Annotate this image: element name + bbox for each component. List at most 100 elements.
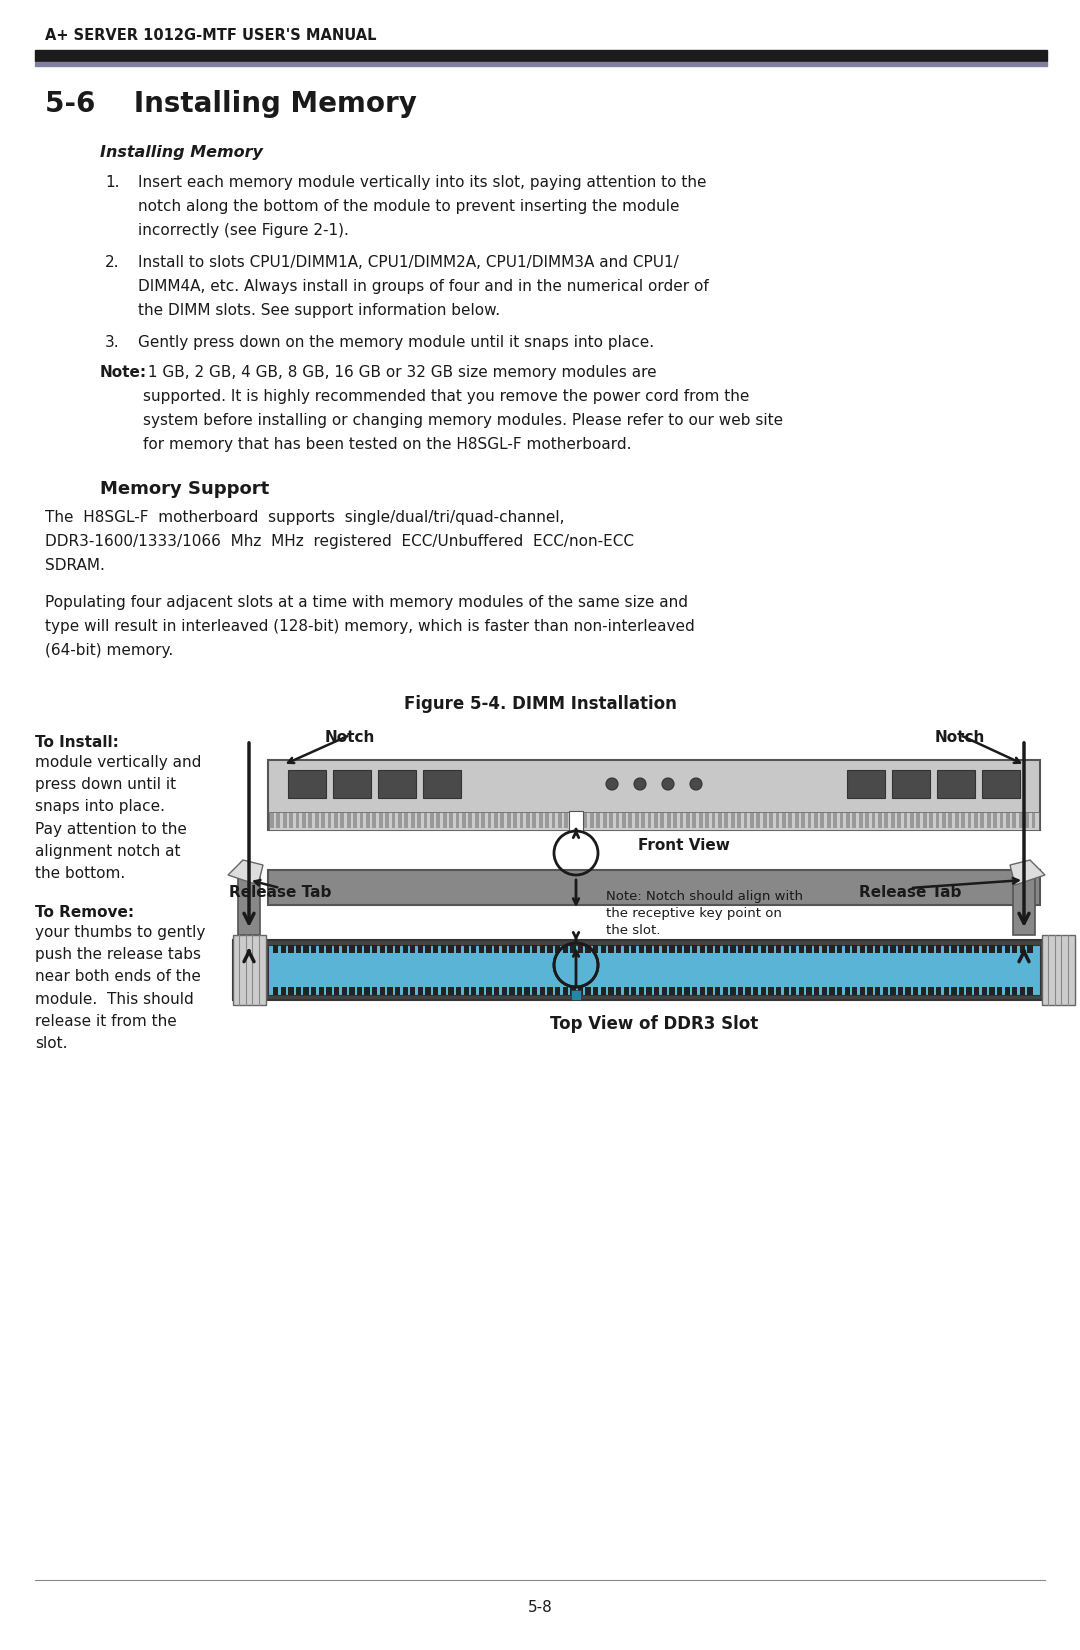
Bar xyxy=(738,813,741,828)
Bar xyxy=(333,771,372,799)
Bar xyxy=(897,813,901,828)
Bar xyxy=(487,813,491,828)
Bar xyxy=(353,813,357,828)
Bar xyxy=(471,945,476,954)
Bar xyxy=(867,945,873,954)
Bar xyxy=(608,987,613,995)
Bar xyxy=(478,945,484,954)
Bar xyxy=(525,945,530,954)
Bar xyxy=(982,945,987,954)
Bar xyxy=(519,813,524,828)
Bar xyxy=(288,771,326,799)
Bar xyxy=(910,813,914,828)
Bar xyxy=(692,987,698,995)
Text: your thumbs to gently
push the release tabs
near both ends of the
module.  This : your thumbs to gently push the release t… xyxy=(35,926,205,1051)
Bar xyxy=(456,813,459,828)
Bar xyxy=(745,987,751,995)
Bar xyxy=(718,813,721,828)
Bar xyxy=(839,813,843,828)
Bar xyxy=(875,945,880,954)
Bar xyxy=(1018,813,1023,828)
Text: 5-6    Installing Memory: 5-6 Installing Memory xyxy=(45,91,417,119)
Bar xyxy=(775,945,781,954)
Bar xyxy=(799,945,805,954)
Bar xyxy=(372,987,377,995)
Bar xyxy=(847,771,885,799)
Bar xyxy=(738,987,743,995)
Bar xyxy=(341,945,347,954)
Bar xyxy=(380,945,384,954)
Bar xyxy=(386,813,389,828)
Bar xyxy=(715,987,720,995)
Bar xyxy=(311,945,316,954)
Polygon shape xyxy=(1010,860,1045,884)
Bar xyxy=(372,945,377,954)
Bar xyxy=(548,987,553,995)
Bar xyxy=(539,813,542,828)
Bar xyxy=(392,813,395,828)
Bar xyxy=(608,945,613,954)
Bar xyxy=(517,945,522,954)
Bar xyxy=(666,813,671,828)
Bar xyxy=(935,813,940,828)
Bar xyxy=(882,945,888,954)
Bar xyxy=(890,945,895,954)
Text: A+ SERVER 1012G-MTF USER'S MANUAL: A+ SERVER 1012G-MTF USER'S MANUAL xyxy=(45,28,377,43)
Bar xyxy=(373,813,376,828)
Bar xyxy=(423,771,461,799)
Bar xyxy=(982,987,987,995)
Bar xyxy=(314,813,319,828)
Bar xyxy=(685,987,690,995)
Text: Release Tab: Release Tab xyxy=(859,884,961,899)
Bar xyxy=(578,987,583,995)
Bar xyxy=(654,987,659,995)
Bar xyxy=(846,813,850,828)
Text: Note: Notch should align with
the receptive key point on
the slot.: Note: Notch should align with the recept… xyxy=(606,889,804,937)
Text: To Install:: To Install: xyxy=(35,734,119,751)
Bar xyxy=(981,813,984,828)
Bar xyxy=(799,987,805,995)
Bar xyxy=(616,987,621,995)
Bar xyxy=(603,813,607,828)
Bar xyxy=(1000,813,1003,828)
Bar xyxy=(1012,987,1017,995)
Bar xyxy=(321,813,325,828)
Bar xyxy=(814,813,818,828)
Bar xyxy=(837,945,842,954)
Bar xyxy=(500,813,504,828)
Bar xyxy=(974,813,977,828)
Bar xyxy=(913,945,918,954)
Bar xyxy=(456,987,461,995)
Bar xyxy=(616,945,621,954)
Bar xyxy=(525,987,530,995)
Circle shape xyxy=(662,779,674,790)
Bar xyxy=(558,813,562,828)
Bar xyxy=(1004,945,1010,954)
Bar xyxy=(593,945,598,954)
Bar xyxy=(366,813,369,828)
Bar xyxy=(905,945,910,954)
Bar xyxy=(692,813,697,828)
Bar xyxy=(616,813,620,828)
Bar xyxy=(936,945,942,954)
Bar xyxy=(1012,945,1017,954)
Bar xyxy=(807,987,812,995)
Bar xyxy=(944,945,949,954)
Bar xyxy=(654,945,659,954)
Bar xyxy=(426,987,431,995)
Bar xyxy=(507,813,511,828)
Bar xyxy=(347,813,351,828)
Bar xyxy=(583,813,588,828)
Bar xyxy=(715,945,720,954)
Bar xyxy=(904,813,907,828)
Bar xyxy=(875,987,880,995)
Bar xyxy=(510,945,514,954)
Bar xyxy=(801,813,805,828)
Bar xyxy=(471,987,476,995)
Bar xyxy=(707,945,713,954)
Bar xyxy=(268,761,1040,830)
Bar xyxy=(922,813,927,828)
Bar xyxy=(885,813,888,828)
Bar xyxy=(463,945,469,954)
Bar xyxy=(635,813,638,828)
